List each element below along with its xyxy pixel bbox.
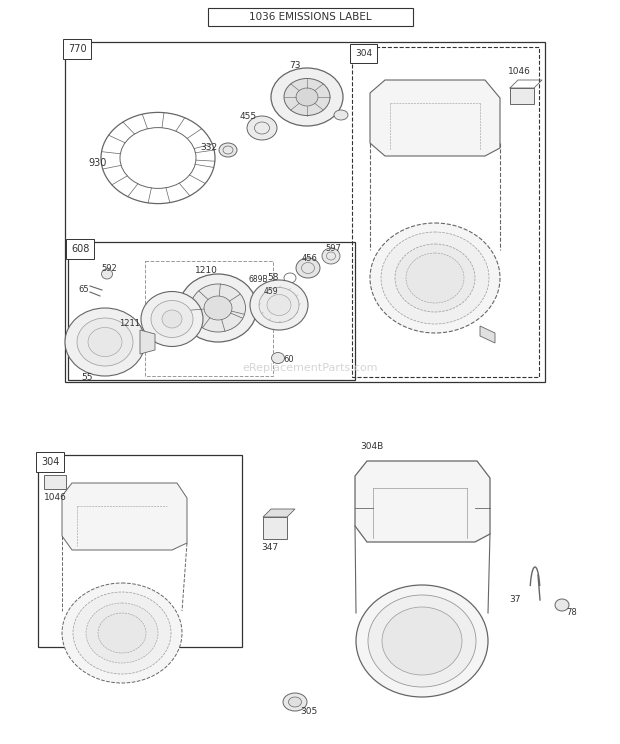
Ellipse shape — [65, 308, 145, 376]
Ellipse shape — [88, 327, 122, 356]
Text: 608: 608 — [71, 244, 89, 254]
Text: 592: 592 — [101, 264, 117, 273]
Text: 1046: 1046 — [508, 67, 531, 76]
FancyBboxPatch shape — [44, 475, 66, 489]
Text: 1036 EMISSIONS LABEL: 1036 EMISSIONS LABEL — [249, 12, 372, 22]
Text: 65: 65 — [78, 284, 89, 293]
Text: 55: 55 — [81, 373, 93, 382]
Polygon shape — [355, 461, 490, 542]
Ellipse shape — [98, 613, 146, 653]
Ellipse shape — [368, 595, 476, 687]
Ellipse shape — [288, 697, 301, 707]
Text: 689B: 689B — [249, 275, 268, 284]
Ellipse shape — [283, 693, 307, 711]
Ellipse shape — [296, 88, 318, 106]
Ellipse shape — [322, 248, 340, 264]
Text: 456: 456 — [302, 254, 318, 263]
FancyBboxPatch shape — [263, 517, 287, 539]
Ellipse shape — [370, 223, 500, 333]
Polygon shape — [370, 80, 500, 156]
Text: 304: 304 — [355, 49, 372, 58]
Ellipse shape — [272, 353, 285, 364]
Polygon shape — [480, 326, 495, 343]
Ellipse shape — [555, 599, 569, 611]
Ellipse shape — [62, 583, 182, 683]
Text: 304B: 304B — [360, 442, 383, 451]
Text: 597: 597 — [325, 244, 341, 253]
Ellipse shape — [395, 244, 475, 312]
Text: 304: 304 — [41, 457, 60, 467]
Text: 1211: 1211 — [119, 319, 140, 329]
Text: 58: 58 — [267, 273, 279, 282]
Ellipse shape — [204, 296, 232, 320]
Text: 770: 770 — [68, 44, 87, 54]
Ellipse shape — [219, 143, 237, 157]
Ellipse shape — [267, 295, 291, 315]
Ellipse shape — [86, 603, 158, 663]
Ellipse shape — [284, 79, 330, 115]
Ellipse shape — [382, 607, 462, 675]
Text: 73: 73 — [289, 61, 301, 70]
Ellipse shape — [77, 318, 133, 366]
Ellipse shape — [381, 232, 489, 324]
Ellipse shape — [141, 292, 203, 347]
Text: 78: 78 — [566, 608, 577, 617]
Ellipse shape — [247, 116, 277, 140]
Polygon shape — [62, 483, 187, 550]
Text: 1210: 1210 — [195, 266, 218, 275]
Ellipse shape — [250, 280, 308, 330]
Ellipse shape — [296, 258, 320, 278]
Text: 37: 37 — [510, 595, 521, 604]
Text: 459: 459 — [264, 286, 278, 295]
Text: 455: 455 — [240, 112, 257, 121]
Ellipse shape — [179, 274, 257, 342]
Ellipse shape — [102, 269, 112, 279]
Ellipse shape — [259, 287, 299, 322]
Ellipse shape — [271, 68, 343, 126]
Text: 1046: 1046 — [44, 493, 67, 502]
Ellipse shape — [356, 585, 488, 697]
Ellipse shape — [190, 284, 246, 332]
Ellipse shape — [406, 253, 464, 303]
Polygon shape — [140, 330, 155, 354]
Polygon shape — [263, 509, 295, 517]
Text: 332: 332 — [200, 144, 217, 153]
Text: 60: 60 — [283, 356, 294, 365]
Text: 305: 305 — [300, 707, 317, 716]
Text: 347: 347 — [261, 543, 278, 552]
Ellipse shape — [151, 301, 193, 338]
Ellipse shape — [334, 110, 348, 120]
Ellipse shape — [73, 592, 171, 674]
Text: eReplacementParts.com: eReplacementParts.com — [242, 363, 378, 373]
FancyBboxPatch shape — [510, 88, 534, 104]
Ellipse shape — [162, 310, 182, 328]
Text: 930: 930 — [88, 158, 107, 168]
